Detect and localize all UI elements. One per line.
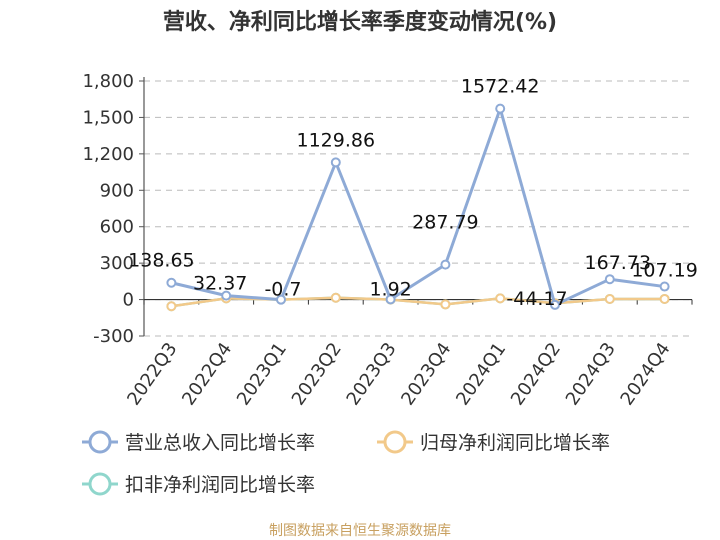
data-label: -0.7: [264, 279, 301, 301]
data-label: 1.92: [369, 278, 411, 300]
data-point: [385, 294, 396, 305]
x-tick-label: 2024Q2: [507, 339, 565, 410]
legend-swatch-marker: [88, 430, 112, 454]
data-point: [659, 281, 670, 292]
legend-label: 营业总收入同比增长率: [125, 432, 315, 454]
source-footer: 制图数据来自恒生聚源数据库: [269, 523, 451, 539]
data-point: [495, 293, 506, 304]
y-tick-label: 1,200: [82, 144, 134, 165]
data-point: [659, 293, 670, 304]
data-point: [550, 299, 560, 310]
legend-swatch-marker: [88, 472, 112, 496]
x-tick-label: 2024Q4: [617, 339, 675, 410]
data-point: [330, 292, 341, 303]
data-point: [166, 301, 177, 312]
y-tick-label: 0: [123, 290, 134, 311]
y-tick-label: 1,500: [82, 107, 134, 128]
data-label: 1129.86: [297, 129, 376, 151]
data-label: -44.17: [506, 288, 567, 310]
legend-item: 归母净利润同比增长率: [377, 430, 610, 454]
legend-label: 扣非净利润同比增长率: [125, 474, 315, 496]
data-point: [276, 294, 286, 305]
chart-title: 营收、净利同比增长率季度变动情况(%): [162, 10, 558, 35]
y-tick-label: 600: [100, 217, 134, 238]
data-point: [495, 103, 506, 114]
data-point: [440, 299, 451, 310]
series-lines: [166, 103, 670, 312]
x-tick-label: 2023Q1: [233, 339, 291, 410]
data-label: 138.65: [128, 250, 194, 272]
x-tick-label: 2023Q3: [343, 339, 401, 410]
legend-item: 扣非净利润同比增长率: [82, 472, 315, 496]
x-tick-label: 2022Q3: [123, 339, 181, 410]
legend-label: 归母净利润同比增长率: [420, 432, 610, 454]
y-tick-label: 300: [100, 253, 134, 274]
y-tick-label: 1,800: [82, 71, 134, 92]
legend-swatch-marker: [383, 430, 407, 454]
data-point: [221, 290, 232, 301]
series-line: [171, 107, 665, 307]
data-point: [166, 277, 177, 288]
y-tick-label: -300: [93, 326, 134, 347]
data-label: 1572.42: [461, 76, 540, 98]
x-tick-label: 2022Q4: [178, 339, 236, 410]
data-label: 167.73: [585, 252, 651, 274]
data-point: [440, 259, 451, 270]
data-label: 32.37: [193, 273, 247, 295]
data-label: 287.79: [412, 212, 478, 234]
axes: -300 0 300 600 900 1,200 1,500 1,800 2022Q32022Q…: [82, 71, 693, 410]
x-tick-label: 2024Q1: [452, 339, 510, 410]
x-tick-label: 2024Q3: [562, 339, 620, 410]
legend-item: 营业总收入同比增长率: [82, 430, 315, 454]
x-tick-label: 2023Q2: [288, 339, 346, 410]
data-point: [604, 274, 615, 285]
y-tick-label: 900: [100, 180, 134, 201]
data-label: 107.19: [631, 260, 697, 282]
x-tick-label: 2023Q4: [397, 339, 455, 410]
data-point: [330, 157, 341, 168]
data-point: [604, 293, 615, 304]
line-chart: -300 0 300 600 900 1,200 1,500 1,800 2022Q32022Q…: [82, 71, 698, 496]
